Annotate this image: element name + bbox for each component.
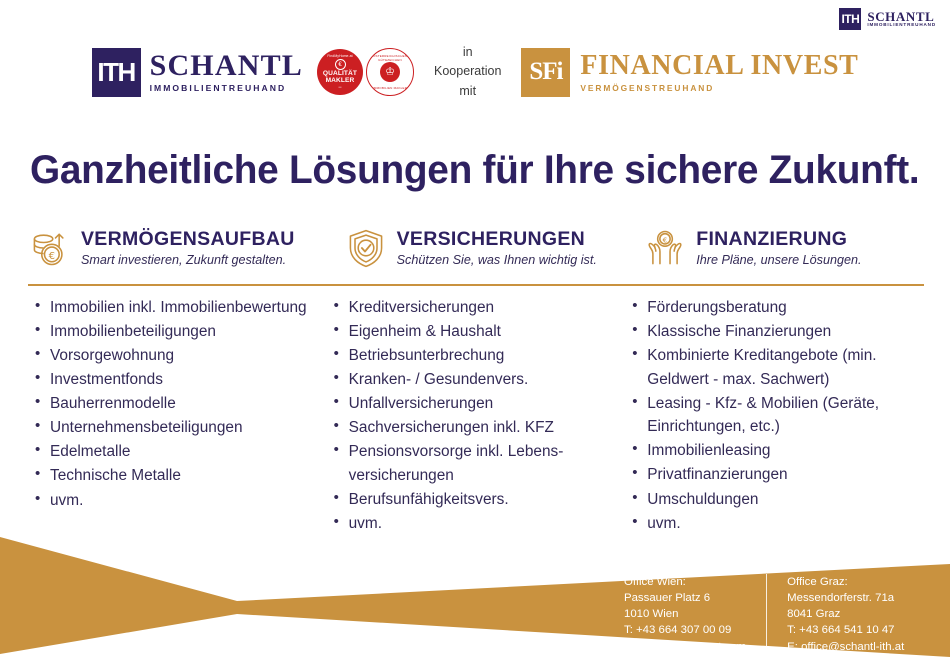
service-list-item: Pensionsvorsorge inkl. Lebens-versicheru… bbox=[334, 439, 618, 487]
sfi-logo-names: FINANCIAL INVEST VERMÖGENSTREUHAND bbox=[580, 49, 859, 93]
corner-brand-names: SCHANTL IMMOBILIENTREUHAND bbox=[867, 10, 936, 28]
service-list-item: Privatfinanzierungen bbox=[632, 462, 916, 487]
service-list-item: Unfallversicherungen bbox=[334, 391, 618, 416]
service-list: KreditversicherungenEigenheim & Haushalt… bbox=[327, 295, 618, 536]
austria-crest-icon: ♔ bbox=[380, 62, 400, 82]
shield-check-icon bbox=[344, 226, 388, 270]
list-versicherungen: KreditversicherungenEigenheim & Haushalt… bbox=[327, 295, 626, 536]
service-list-item: uvm. bbox=[35, 488, 319, 513]
service-list-item: Investmentfonds bbox=[35, 367, 319, 392]
corner-brand-logo: ITH SCHANTL IMMOBILIENTREUHAND bbox=[839, 8, 936, 30]
column-title: VERMÖGENSAUFBAU bbox=[81, 228, 295, 251]
column-finanzierung-header: € FINANZIERUNG Ihre Pläne, unsere Lösung… bbox=[625, 222, 924, 274]
office-city: 1010 Wien bbox=[624, 608, 679, 621]
schantl-logo-names: SCHANTL IMMOBILIENTREUHAND bbox=[149, 49, 303, 94]
service-list-item: uvm. bbox=[334, 511, 618, 536]
seal-top-text: FindMyHome.at bbox=[327, 53, 353, 58]
service-list-item: Vorsorgewohnung bbox=[35, 343, 319, 368]
office-phone[interactable]: T: +43 664 307 00 09 bbox=[624, 624, 732, 637]
ith-monogram-icon: ITH bbox=[839, 8, 862, 30]
service-list-item: Eigenheim & Haushalt bbox=[334, 319, 618, 344]
header-divider bbox=[28, 284, 924, 286]
service-list-item: Klassische Finanzierungen bbox=[632, 319, 916, 344]
service-list-item: Immobilien inkl. Immobilienbewertung bbox=[35, 295, 319, 320]
column-vermoegensaufbau-header: € VERMÖGENSAUFBAU Smart investieren, Zuk… bbox=[28, 222, 327, 274]
certification-seals: FindMyHome.at € QUALITÄT MAKLER ••• ÖSTE… bbox=[317, 48, 414, 96]
service-list-item: Kranken- / Gesundenvers. bbox=[334, 367, 618, 392]
service-list-item: Unternehmensbeteiligungen bbox=[35, 415, 319, 440]
sfi-monogram-icon: SFi bbox=[521, 47, 571, 97]
column-title: FINANZIERUNG bbox=[696, 228, 848, 251]
partner-logo-row: ITH SCHANTL IMMOBILIENTREUHAND FindMyHom… bbox=[0, 43, 950, 101]
column-tagline: Smart investieren, Zukunft gestalten. bbox=[81, 253, 287, 268]
ith-monogram-icon: ITH bbox=[91, 47, 141, 97]
office-title: Office Graz: bbox=[787, 575, 848, 588]
schantl-logo: ITH SCHANTL IMMOBILIENTREUHAND bbox=[91, 47, 303, 97]
column-tagline: Schützen Sie, was Ihnen wichtig ist. bbox=[396, 253, 597, 268]
corner-brand-subtitle: IMMOBILIENTREUHAND bbox=[867, 22, 936, 28]
column-title: VERSICHERUNGEN bbox=[396, 228, 586, 251]
svg-text:€: € bbox=[663, 236, 668, 245]
column-tagline: Ihre Pläne, unsere Lösungen. bbox=[696, 253, 862, 268]
service-column-headers: € VERMÖGENSAUFBAU Smart investieren, Zuk… bbox=[28, 222, 924, 274]
sfi-financial-invest-logo: SFi FINANCIAL INVEST VERMÖGENSTREUHAND bbox=[521, 47, 859, 97]
service-list-item: Technische Metalle bbox=[35, 463, 319, 488]
service-lists: Immobilien inkl. ImmobilienbewertungImmo… bbox=[28, 295, 924, 536]
service-list-item: Berufsunfähigkeitsvers. bbox=[334, 487, 618, 512]
schantl-brand-name: SCHANTL bbox=[149, 49, 303, 82]
service-list-item: Kombinierte Kreditangebote (min. Geldwer… bbox=[632, 343, 916, 391]
service-list-item: Leasing - Kfz- & Mobilien (Geräte, Einri… bbox=[632, 391, 916, 439]
service-list-item: Bauherrenmodelle bbox=[35, 391, 319, 416]
seal-line1: QUALITÄT bbox=[322, 70, 358, 78]
page-headline: Ganzheitliche Lösungen für Ihre sichere … bbox=[30, 148, 920, 192]
seal-euro-icon: € bbox=[334, 59, 346, 71]
service-list-item: Sachversicherungen inkl. KFZ bbox=[334, 415, 618, 440]
office-phone[interactable]: T: +43 664 541 10 47 bbox=[787, 624, 895, 637]
hands-euro-coin-icon: € bbox=[643, 226, 687, 270]
coins-euro-growth-icon: € bbox=[28, 226, 72, 270]
service-list-item: Immobilienbeteiligungen bbox=[35, 319, 319, 344]
service-list-item: Umschuldungen bbox=[632, 487, 916, 512]
service-list-item: uvm. bbox=[632, 511, 916, 536]
office-street: Messendorferstr. 71a bbox=[787, 591, 895, 604]
austria-guetezeichen-seal-icon: ÖSTERREICHISCHES GÜTEZEICHEN ♔ IMMOBILIE… bbox=[366, 48, 414, 96]
svg-text:€: € bbox=[49, 251, 55, 262]
service-list: FörderungsberatungKlassische Finanzierun… bbox=[625, 295, 916, 536]
cooperation-label: in Kooperation mit bbox=[434, 44, 502, 98]
seal-bottom-text: ••• bbox=[338, 85, 342, 90]
contact-office-wien: Office Wien: Passauer Platz 6 1010 Wien … bbox=[624, 574, 746, 655]
corner-brand-name: SCHANTL bbox=[867, 8, 935, 24]
seal-ring-top-text: ÖSTERREICHISCHES GÜTEZEICHEN bbox=[372, 54, 408, 62]
column-versicherungen-header: VERSICHERUNGEN Schützen Sie, was Ihnen w… bbox=[327, 222, 626, 274]
office-email[interactable]: E: office@schantl-ith.at bbox=[787, 640, 905, 653]
qualitaet-makler-seal-icon: FindMyHome.at € QUALITÄT MAKLER ••• bbox=[317, 49, 363, 95]
service-list-item: Immobilienleasing bbox=[632, 438, 916, 463]
footer-contacts: Office Wien: Passauer Platz 6 1010 Wien … bbox=[624, 573, 905, 655]
office-title: Office Wien: bbox=[624, 575, 686, 588]
footer-ribbon-shape bbox=[0, 537, 950, 657]
service-list-item: Kreditversicherungen bbox=[334, 295, 618, 320]
service-list-item: Förderungsberatung bbox=[632, 295, 916, 320]
seal-line2: MAKLER bbox=[325, 77, 355, 85]
office-street: Passauer Platz 6 bbox=[624, 591, 711, 604]
sfi-brand-subtitle: VERMÖGENSTREUHAND bbox=[580, 82, 715, 93]
service-list-item: Betriebsunterbrechung bbox=[334, 343, 618, 368]
office-email[interactable]: E: office@sfi-invest.com bbox=[624, 640, 747, 653]
service-list: Immobilien inkl. ImmobilienbewertungImmo… bbox=[28, 295, 319, 513]
sfi-brand-name: FINANCIAL INVEST bbox=[580, 49, 859, 81]
seal-ring-bottom-text: IMMOBILIEN MAKLER bbox=[372, 86, 408, 90]
office-city: 8041 Graz bbox=[787, 608, 841, 621]
schantl-brand-subtitle: IMMOBILIENTREUHAND bbox=[149, 83, 287, 93]
list-vermoegensaufbau: Immobilien inkl. ImmobilienbewertungImmo… bbox=[28, 295, 327, 536]
list-finanzierung: FörderungsberatungKlassische Finanzierun… bbox=[625, 295, 924, 536]
service-list-item: Edelmetalle bbox=[35, 439, 319, 464]
contact-office-graz: Office Graz: Messendorferstr. 71a 8041 G… bbox=[766, 573, 905, 655]
